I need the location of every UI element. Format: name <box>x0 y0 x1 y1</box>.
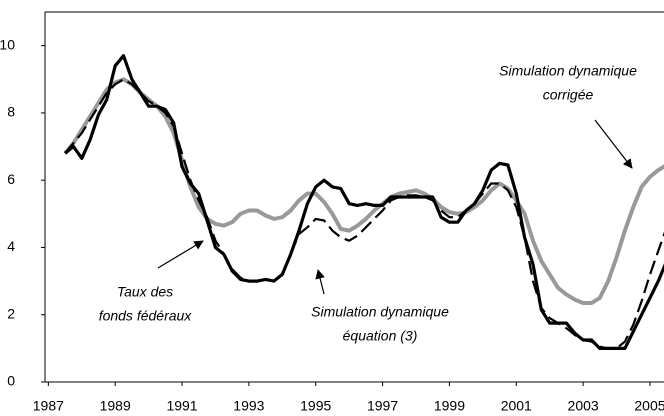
x-tick-label: 1989 <box>100 398 131 414</box>
series-line <box>64 78 664 350</box>
x-tick-label: 1993 <box>233 398 264 414</box>
annotation: fonds fédéraux <box>99 308 193 324</box>
x-tick-label: 2001 <box>501 398 532 414</box>
y-tick-label: 6 <box>7 171 15 187</box>
series-line <box>64 54 664 350</box>
x-tick-label: 1987 <box>33 398 64 414</box>
x-tick-label: 1999 <box>434 398 465 414</box>
series-line <box>63 77 664 305</box>
annotation: Simulation dynamique <box>499 63 637 79</box>
x-tick-label: 2003 <box>568 398 599 414</box>
x-tick-label: 1997 <box>367 398 398 414</box>
annotation: équation (3) <box>343 328 418 344</box>
y-tick-label: 10 <box>0 36 15 52</box>
x-tick-label: 2005 <box>634 398 664 414</box>
y-tick-label: 0 <box>7 373 15 389</box>
arrow <box>594 119 633 169</box>
annotation: Simulation dynamique <box>311 304 449 320</box>
y-tick-label: 8 <box>7 104 15 120</box>
y-tick-label: 4 <box>7 238 15 254</box>
annotation: Taux des <box>117 284 173 300</box>
y-tick-label: 2 <box>7 305 15 321</box>
arrow <box>157 240 204 269</box>
annotation: corrigée <box>543 87 594 103</box>
x-tick-label: 1991 <box>166 398 197 414</box>
arrow <box>315 269 325 295</box>
x-tick-label: 1995 <box>300 398 331 414</box>
